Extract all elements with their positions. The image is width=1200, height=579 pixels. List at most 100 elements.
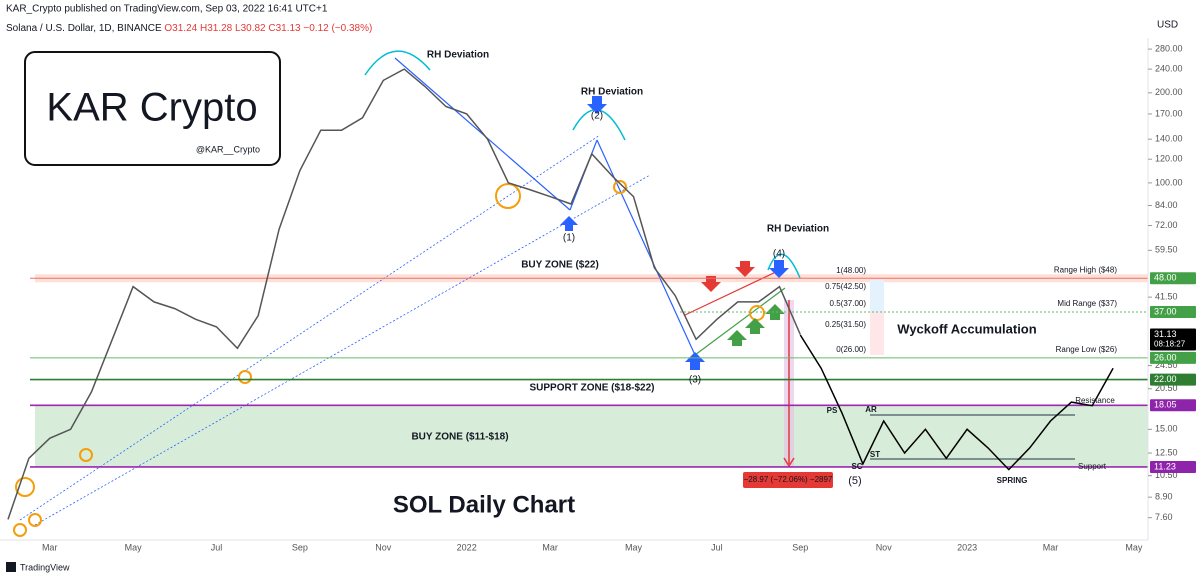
x-tick-label: 2022	[457, 542, 477, 552]
price-tag-label: 37.00	[1154, 306, 1177, 316]
y-tick-label: 280.00	[1155, 43, 1183, 53]
annotation: RH Deviation	[427, 50, 489, 61]
y-tick-label: 200.00	[1155, 87, 1183, 97]
trendline	[596, 139, 696, 356]
y-tick-label: 120.00	[1155, 154, 1183, 164]
annotation: Support	[1078, 462, 1107, 471]
annotation: AR	[865, 405, 877, 414]
measure-label: −28.97 (−72.06%) −2897	[744, 475, 833, 484]
logo-box	[24, 51, 281, 166]
arrow	[735, 261, 755, 277]
y-tick-label: 100.00	[1155, 177, 1183, 187]
price-tag-label: 31.13	[1154, 329, 1177, 339]
y-tick-label: 24.50	[1155, 360, 1178, 370]
fib-label: 0.5(37.00)	[830, 299, 867, 308]
symbol-info: Solana / U.S. Dollar, 1D, BINANCE O31.24…	[6, 23, 372, 34]
annotation: ST	[870, 450, 880, 459]
price-tag-label: 18.05	[1154, 400, 1177, 410]
arrow	[701, 276, 721, 292]
annotation: SUPPORT ZONE ($18-$22)	[529, 383, 654, 394]
arc	[767, 253, 801, 279]
price-tag	[1150, 351, 1196, 364]
annotation: Resistance	[1075, 396, 1115, 405]
y-tick-label: 7.60	[1155, 512, 1173, 522]
arrow	[765, 304, 785, 320]
trendline	[19, 134, 601, 521]
annotation: BUY ZONE ($22)	[521, 260, 599, 271]
annotation: SC	[851, 462, 862, 471]
annotation: Wyckoff Accumulation	[897, 321, 1036, 336]
measure-box	[743, 472, 833, 488]
annotation: RH Deviation	[767, 224, 829, 235]
fib-box	[870, 280, 884, 312]
footer: TradingView	[20, 562, 70, 572]
x-tick-label: Jul	[711, 542, 723, 552]
y-tick-label: 15.00	[1155, 424, 1178, 434]
x-tick-label: May	[125, 542, 143, 552]
fib-label: 0.75(42.50)	[825, 282, 866, 291]
y-tick-label: 59.50	[1155, 245, 1178, 255]
arrow	[745, 318, 765, 334]
price-tag-label: 48.00	[1154, 273, 1177, 283]
price-tag-label: 22.00	[1154, 374, 1177, 384]
circle	[13, 523, 27, 537]
x-tick-label: Mar	[1043, 542, 1059, 552]
logo-handle: @KAR__Crypto	[196, 144, 260, 154]
x-tick-label: Nov	[375, 542, 392, 552]
price-tag	[1150, 272, 1196, 285]
ohlc: O31.24 H31.28 L30.82 C31.13 −0.12 (−0.38…	[164, 23, 372, 34]
x-tick-label: 2023	[957, 542, 977, 552]
arrow	[587, 96, 607, 114]
circle	[79, 448, 93, 462]
arrow	[560, 216, 578, 231]
price-tag	[1150, 306, 1196, 319]
annotation: (1)	[563, 233, 575, 244]
circle	[495, 183, 521, 209]
level-label: Range Low ($26)	[1056, 345, 1118, 354]
annotation: BUY ZONE ($11-$18)	[411, 432, 508, 443]
tv-icon	[6, 562, 16, 572]
x-tick-label: Nov	[876, 542, 893, 552]
x-tick-label: Mar	[542, 542, 558, 552]
circle	[238, 370, 252, 384]
drawings	[13, 50, 1075, 537]
arrow	[727, 330, 747, 346]
arrow	[769, 260, 789, 278]
fib-label: 1(48.00)	[836, 266, 866, 275]
x-tick-label: May	[1125, 542, 1143, 552]
price-tag	[1150, 460, 1196, 473]
trendline	[684, 269, 781, 316]
y-tick-label: 84.00	[1155, 200, 1178, 210]
y-tick-label: 20.50	[1155, 383, 1178, 393]
circle	[613, 180, 627, 194]
measure-arrow	[783, 457, 795, 468]
annotation: RH Deviation	[581, 87, 643, 98]
y-axis-label: USD	[1157, 20, 1178, 31]
price-tag-label: 11.23	[1154, 461, 1176, 471]
y-tick-label: 170.00	[1155, 108, 1183, 118]
x-tick-label: May	[625, 542, 643, 552]
fib-label: 0(26.00)	[836, 345, 866, 354]
x-tick-label: Sep	[292, 542, 308, 552]
publisher: KAR_Crypto published on TradingView.com,…	[6, 4, 328, 15]
price-line	[7, 68, 801, 520]
price-tag-countdown: 08:18:27	[1154, 340, 1186, 349]
level-label: Range High ($48)	[1054, 265, 1117, 274]
annotation: SOL Daily Chart	[393, 491, 575, 518]
y-tick-label: 12.50	[1155, 447, 1178, 457]
trendline	[694, 287, 786, 356]
price-line	[799, 334, 1114, 471]
logo-title: KAR Crypto	[46, 86, 257, 130]
annotation: (2)	[591, 111, 603, 122]
fib-label: 0.25(31.50)	[825, 320, 866, 329]
circle	[15, 477, 35, 497]
annotation: (5)	[848, 475, 861, 487]
annotation: (3)	[689, 375, 701, 386]
annotation: PS	[827, 406, 838, 415]
annotation: (4)	[773, 249, 785, 260]
annotations: RH Deviation RH Deviation RH Deviation (…	[393, 50, 1115, 519]
arc	[364, 50, 431, 76]
x-tick-label: Mar	[42, 542, 58, 552]
